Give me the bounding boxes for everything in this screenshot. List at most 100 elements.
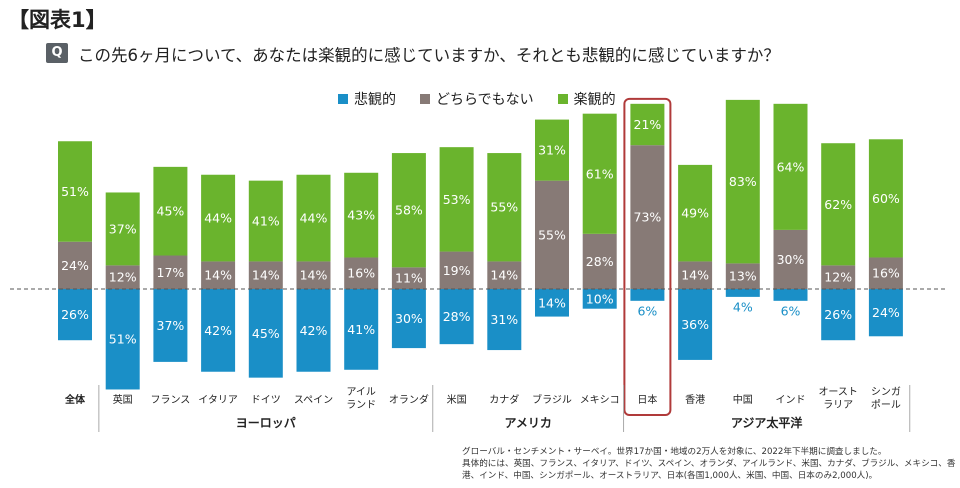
data-label-pessimistic: 41% <box>347 322 375 337</box>
x-tick-label: 米国 <box>447 393 467 406</box>
x-tick-label: ブラジル <box>532 393 572 406</box>
bar-optimistic <box>535 119 569 181</box>
bar-optimistic <box>582 113 617 234</box>
bar-optimistic <box>296 174 331 262</box>
bar-neutral <box>248 261 283 289</box>
data-label-pessimistic: 14% <box>538 295 566 310</box>
bar-neutral <box>821 265 856 289</box>
data-label-pessimistic: 36% <box>681 317 709 332</box>
bar-pessimistic <box>153 289 188 362</box>
data-label-optimistic: 61% <box>586 166 614 181</box>
bar-neutral <box>773 229 808 289</box>
bar-optimistic <box>868 139 903 258</box>
bar-neutral <box>630 145 665 289</box>
bar-neutral <box>391 267 426 289</box>
data-label-pessimistic: 26% <box>61 307 89 322</box>
data-label-pessimistic: 24% <box>872 305 900 320</box>
data-label-neutral: 12% <box>109 270 137 285</box>
bar-neutral <box>678 261 713 289</box>
data-label-pessimistic: 42% <box>300 323 328 338</box>
legend: 悲観的 どちらでもない 楽観的 <box>338 89 616 109</box>
group-label: アジア太平洋 <box>731 415 803 430</box>
x-tick-label: 香港 <box>685 394 705 406</box>
legend-swatch-pessimistic <box>338 94 348 104</box>
data-label-pessimistic: 51% <box>109 332 137 347</box>
legend-label-optimistic: 楽観的 <box>573 92 616 108</box>
data-label-optimistic: 31% <box>538 143 566 158</box>
data-label-neutral: 28% <box>586 254 614 269</box>
bar-neutral <box>439 251 474 289</box>
data-label-pessimistic: 31% <box>490 312 518 327</box>
data-label-neutral: 19% <box>443 263 471 278</box>
data-label-neutral: 14% <box>681 268 709 283</box>
group-label: アメリカ <box>504 416 551 430</box>
bar-pessimistic <box>58 289 92 341</box>
data-label-neutral: 14% <box>300 268 328 283</box>
bar-optimistic <box>487 153 522 262</box>
highlight-frame <box>623 97 672 416</box>
data-label-optimistic: 83% <box>729 174 757 189</box>
bar-pessimistic <box>391 289 426 349</box>
stacked-bar-chart: 26% 24% 51% 51% 12% 37% 37% 17% 45% 42% 14% 44% 45% 1… <box>10 97 948 432</box>
data-label-optimistic: 43% <box>347 208 375 223</box>
data-label-pessimistic: 28% <box>443 309 471 324</box>
bar-pessimistic <box>487 289 522 351</box>
bar-optimistic <box>678 164 713 262</box>
bar-neutral <box>535 180 569 289</box>
data-label-optimistic: 21% <box>634 117 662 132</box>
x-tick-label: 全体 <box>64 393 86 406</box>
data-label-optimistic: 64% <box>777 159 805 174</box>
bar-pessimistic <box>105 289 140 390</box>
data-label-neutral: 73% <box>634 210 662 225</box>
legend-item-pessimistic: 悲観的 <box>338 89 396 109</box>
bar-pessimistic <box>248 289 283 378</box>
x-tick-label: インド <box>776 395 806 406</box>
bar-neutral <box>487 261 522 289</box>
data-label-pessimistic: 37% <box>157 318 185 333</box>
data-label-optimistic: 53% <box>443 192 471 207</box>
bar-pessimistic <box>439 289 474 345</box>
bar-optimistic <box>630 103 665 146</box>
bar-optimistic <box>248 180 283 262</box>
bar-optimistic <box>773 103 808 230</box>
x-tick-label: ドイツ <box>251 395 281 406</box>
data-label-neutral: 55% <box>538 227 566 242</box>
x-tick-label: スペイン <box>294 395 333 406</box>
legend-item-optimistic: 楽観的 <box>557 89 616 109</box>
bar-pessimistic <box>773 289 808 301</box>
data-label-optimistic: 41% <box>252 214 280 229</box>
x-tick-label: オランダ <box>389 393 429 406</box>
data-label-neutral: 30% <box>777 252 805 267</box>
data-label-neutral: 17% <box>157 265 185 280</box>
x-tick-label: イタリア <box>198 394 238 406</box>
data-label-optimistic: 55% <box>490 200 518 215</box>
bar-pessimistic <box>630 289 665 301</box>
bar-pessimistic <box>678 289 713 360</box>
bar-optimistic <box>821 143 856 266</box>
bar-neutral <box>725 263 760 289</box>
footnote: グローバル・センチメント・サーベイ。世界17か国・地域の2万人を対象に、2022… <box>462 446 956 482</box>
data-label-optimistic: 58% <box>395 203 423 218</box>
data-label-pessimistic: 4% <box>733 299 753 314</box>
figure-title: 【図表1】 <box>8 8 107 32</box>
question-badge: Q <box>46 43 68 63</box>
bar-optimistic <box>201 174 236 262</box>
x-tick-label: カナダ <box>489 393 519 406</box>
x-tick-label: 英国 <box>113 393 133 406</box>
legend-item-neutral: どちらでもない <box>420 89 534 109</box>
bar-neutral <box>344 257 379 289</box>
question-text: この先6ヶ月について、あなたは楽観的に感じていますか、それとも悲観的に感じていま… <box>78 46 780 65</box>
footnote-line: 具体的には、英国、フランス、イタリア、ドイツ、スペイン、オランダ、アイルランド、… <box>462 459 956 469</box>
bar-pessimistic <box>868 289 903 337</box>
bar-neutral <box>153 255 188 289</box>
data-label-pessimistic: 6% <box>781 303 801 318</box>
bar-optimistic <box>439 147 474 252</box>
bar-optimistic <box>391 153 426 268</box>
bar-neutral <box>868 257 903 289</box>
data-label-pessimistic: 45% <box>252 326 280 341</box>
x-tick-label: フランス <box>150 394 190 406</box>
legend-swatch-optimistic <box>557 94 568 104</box>
legend-label-neutral: どちらでもない <box>436 92 534 108</box>
data-label-optimistic: 49% <box>681 206 709 221</box>
bar-neutral <box>201 261 236 289</box>
